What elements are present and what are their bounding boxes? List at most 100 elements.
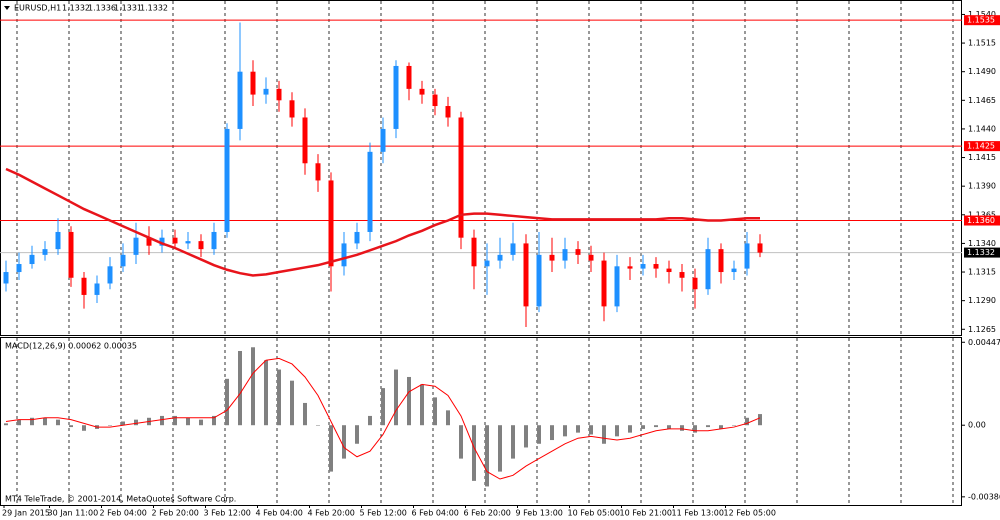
macd-bar: [290, 380, 294, 426]
candle-body: [653, 264, 659, 269]
y-tick-label: 1.1265: [968, 325, 996, 334]
macd-bar: [563, 425, 567, 437]
macd-bar: [108, 425, 112, 426]
x-tick-label: 3 Feb 12:00: [204, 509, 251, 518]
macd-bar: [82, 425, 86, 431]
candle-body: [328, 180, 334, 267]
y-tick-label: 1.1315: [968, 268, 996, 277]
candle-body: [419, 88, 425, 95]
candle-body: [562, 249, 568, 261]
macd-bar: [212, 415, 216, 426]
candle-body: [510, 243, 516, 255]
candle-body: [94, 283, 100, 295]
x-tick-label: 2 Feb 20:00: [152, 509, 199, 518]
macd-bar: [706, 425, 710, 428]
candle-body: [29, 254, 35, 265]
candle-body: [484, 260, 490, 267]
candle-body: [3, 272, 9, 284]
candle-body: [367, 151, 373, 232]
y-tick-label: 1.1415: [968, 153, 996, 162]
candle-body: [185, 241, 191, 244]
level-label: 1.1425: [967, 142, 995, 151]
candle-body: [666, 268, 672, 273]
macd-bar: [693, 425, 697, 433]
candle-body: [120, 254, 126, 267]
candle-body: [276, 88, 282, 101]
macd-bar: [264, 360, 268, 426]
y-tick-label: 0.00447: [968, 338, 1000, 347]
menu-arrow[interactable]: [4, 6, 10, 10]
candle-body: [406, 65, 412, 89]
macd-bar: [589, 425, 593, 435]
macd-bar: [394, 369, 398, 426]
candle-body: [315, 163, 321, 181]
macd-bar: [368, 415, 372, 426]
x-tick-label: 11 Feb 13:00: [672, 509, 724, 518]
candle-body: [55, 231, 61, 250]
macd-bar: [732, 425, 736, 426]
candle-body: [445, 106, 451, 118]
y-tick-label: 0.00: [968, 421, 986, 430]
macd-bar: [498, 425, 502, 472]
macd-bar: [745, 417, 749, 426]
candle-body: [198, 241, 204, 250]
macd-bar: [17, 419, 21, 426]
y-tick-label: 1.1465: [968, 96, 996, 105]
x-tick-label: 6 Feb 04:00: [412, 509, 459, 518]
macd-frame: [0, 337, 962, 506]
candle-body: [458, 117, 464, 238]
macd-bar: [485, 425, 489, 487]
macd-bar: [628, 425, 632, 433]
candle-body: [575, 249, 581, 255]
y-tick-label: 1.1440: [968, 124, 996, 133]
x-tick-label: 30 Jan 11:00: [48, 509, 99, 518]
x-tick-label: 5 Feb 12:00: [360, 509, 407, 518]
macd-bar: [459, 425, 463, 459]
macd-bar: [758, 414, 762, 426]
level-label-box: [964, 141, 1000, 152]
candle-body: [107, 266, 113, 284]
copyright: MT4 TeleTrade, © 2001-2014, MetaQuotes S…: [5, 495, 236, 504]
candle-body: [744, 243, 750, 269]
macd-bar: [316, 425, 320, 426]
macd-bar: [381, 388, 385, 426]
y-tick-label: 1.1365: [968, 210, 996, 219]
macd-bar: [472, 425, 476, 481]
candle-body: [601, 260, 607, 307]
macd-bar: [615, 425, 619, 437]
candle-body: [172, 237, 178, 244]
y-tick-label: 1.1515: [968, 39, 996, 48]
macd-bar: [433, 397, 437, 426]
candle-body: [679, 272, 685, 278]
candle-body: [354, 231, 360, 244]
macd-bar: [446, 410, 450, 426]
macd-bar: [342, 425, 346, 459]
y-tick-label: -0.00386: [968, 492, 1000, 501]
macd-bar: [537, 425, 541, 444]
macd-bar: [30, 417, 34, 426]
y-tick-label: 1.1340: [968, 239, 996, 248]
candle-body: [588, 254, 594, 261]
candle-body: [133, 237, 139, 255]
x-tick-label: 10 Feb 05:00: [568, 509, 620, 518]
current-price-box: [964, 247, 1000, 258]
level-label-box: [964, 215, 1000, 226]
macd-bar: [225, 378, 229, 426]
candle-body: [289, 100, 295, 118]
candle-body: [718, 249, 724, 273]
macd-title: MACD(12,26,9) 0.00062 0.00035: [5, 342, 137, 351]
macd-bar: [121, 421, 125, 426]
symbol-title: EURUSD,H1: [14, 4, 61, 13]
y-tick-label: 1.1290: [968, 296, 996, 305]
current-price-label: 1.1332: [967, 248, 995, 257]
candle-body: [302, 117, 308, 164]
x-tick-label: 10 Feb 21:00: [620, 509, 672, 518]
candle-body: [341, 243, 347, 267]
candle-body: [81, 277, 87, 295]
macd-bar: [654, 425, 658, 428]
candle-body: [432, 94, 438, 107]
macd-bar: [550, 425, 554, 441]
candle-body: [263, 88, 269, 95]
macd-bar: [251, 347, 255, 426]
